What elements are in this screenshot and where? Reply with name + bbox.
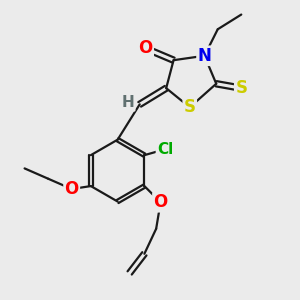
Text: Cl: Cl <box>157 142 173 157</box>
Text: O: O <box>64 180 79 198</box>
Text: S: S <box>184 98 196 116</box>
Text: O: O <box>139 39 153 57</box>
Text: N: N <box>197 47 212 65</box>
Text: H: H <box>122 95 134 110</box>
Text: S: S <box>235 79 247 97</box>
Text: O: O <box>154 193 168 211</box>
